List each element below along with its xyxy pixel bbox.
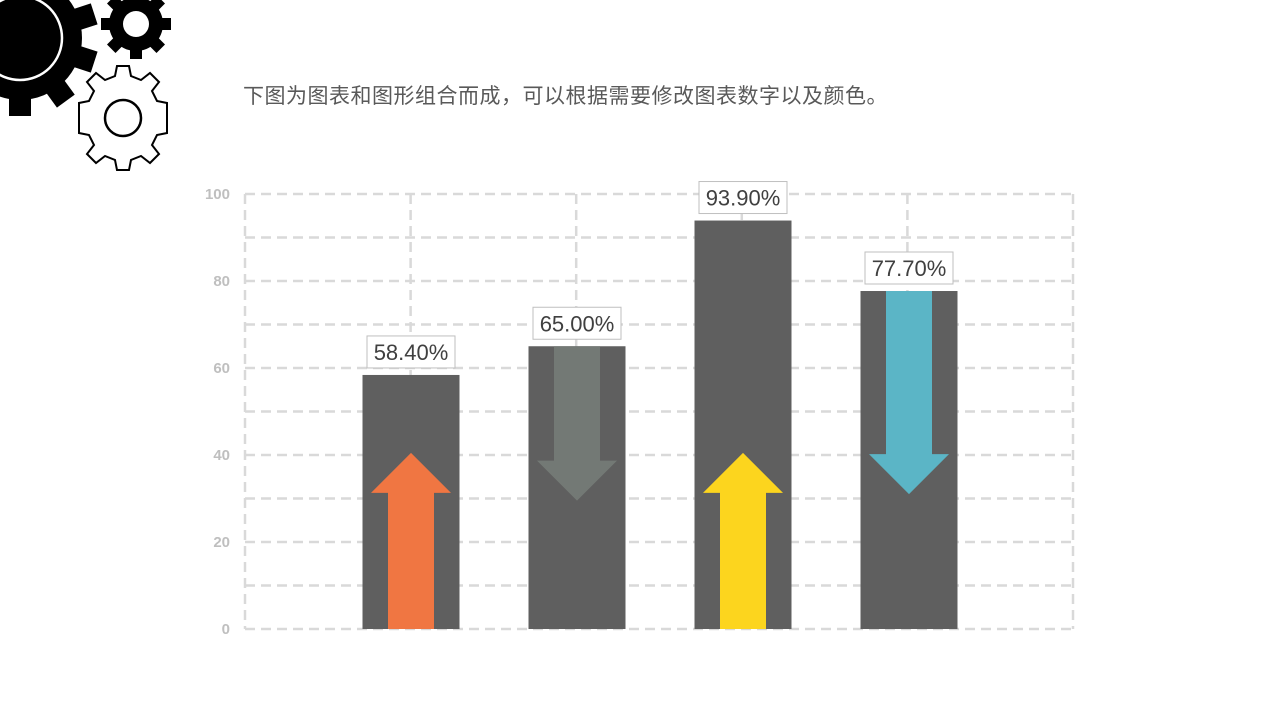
- slide-subtitle: 下图为图表和图形组合而成，可以根据需要修改图表数字以及颜色。: [243, 84, 888, 108]
- gear-large-icon: [0, 0, 98, 116]
- data-labels-layer: 58.40% 65.00% 93.90% 77.70%: [366, 181, 954, 369]
- y-tick-label: 60: [213, 360, 230, 377]
- arrows-layer: [371, 291, 949, 629]
- gears-decoration: [0, 0, 171, 171]
- data-label: 58.40%: [374, 340, 449, 365]
- data-label: 77.70%: [872, 256, 947, 281]
- arrow-up-icon: [703, 452, 783, 629]
- y-tick-label: 80: [213, 273, 230, 290]
- data-label: 93.90%: [706, 186, 781, 211]
- y-tick-label: 0: [222, 621, 230, 638]
- data-label-box: [864, 251, 954, 285]
- arrow-down-icon: [869, 291, 949, 495]
- y-tick-label: 100: [205, 186, 230, 203]
- y-tick-label: 20: [213, 534, 230, 551]
- gear-outline-icon: [78, 65, 168, 171]
- y-axis-ticks: 0 20 40 60 80 100: [205, 186, 230, 638]
- arrow-up-icon: [371, 452, 451, 629]
- data-label-box: [698, 181, 788, 215]
- data-label-box: [532, 306, 622, 340]
- data-label-box: [366, 335, 456, 369]
- arrow-down-icon: [537, 346, 617, 501]
- y-tick-label: 40: [213, 447, 230, 464]
- data-label: 65.00%: [540, 311, 615, 336]
